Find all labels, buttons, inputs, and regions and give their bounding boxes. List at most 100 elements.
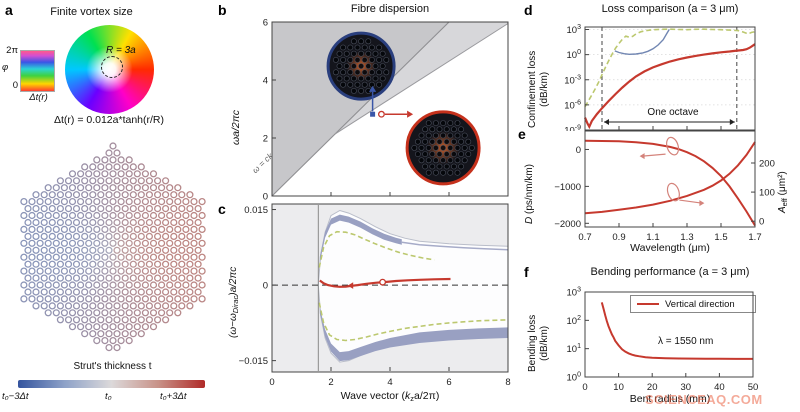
lattice-hole bbox=[52, 253, 60, 261]
watermark: SCIENCEAQ.COM bbox=[645, 392, 763, 407]
svg-text:4: 4 bbox=[263, 76, 268, 87]
lattice-hole bbox=[44, 211, 52, 220]
fibre-hole bbox=[379, 75, 386, 82]
panel-letter-b: b bbox=[218, 2, 227, 18]
lattice-hole bbox=[133, 267, 141, 275]
lattice-hole bbox=[117, 184, 125, 192]
lattice-hole bbox=[93, 156, 101, 164]
fibre-hole bbox=[422, 126, 428, 133]
lattice-hole bbox=[97, 191, 105, 199]
lattice-hole bbox=[149, 184, 158, 192]
fibre-hole bbox=[429, 163, 436, 170]
lattice-hole bbox=[52, 211, 60, 220]
lattice-hole bbox=[113, 260, 121, 268]
lattice-hole bbox=[105, 260, 113, 268]
fibre-hole bbox=[414, 151, 421, 157]
fibre-hole bbox=[343, 75, 350, 82]
lattice-hole bbox=[178, 205, 186, 213]
svg-text:10-3: 10-3 bbox=[564, 74, 581, 86]
lattice-hole bbox=[72, 177, 81, 185]
lattice-hole bbox=[52, 309, 60, 317]
svg-text:10-9: 10-9 bbox=[564, 125, 581, 132]
lattice-hole bbox=[149, 253, 158, 261]
lattice-hole bbox=[198, 239, 206, 247]
lattice-hole bbox=[109, 184, 117, 192]
lattice-hole bbox=[178, 246, 186, 254]
lattice-hole bbox=[162, 191, 170, 199]
lattice-hole bbox=[137, 302, 145, 310]
svg-text:0.7: 0.7 bbox=[578, 232, 591, 243]
axes-box bbox=[584, 26, 756, 131]
lattice-hole bbox=[145, 302, 153, 310]
svg-text:20: 20 bbox=[647, 382, 658, 393]
strut-colorbar-title: Strut's thickness t bbox=[73, 361, 152, 372]
lattice-hole bbox=[190, 197, 198, 206]
lattice-hole bbox=[109, 170, 117, 178]
fibre-hole bbox=[443, 163, 450, 170]
lattice-hole bbox=[85, 267, 93, 275]
lattice-hole bbox=[36, 211, 44, 220]
lattice-hole bbox=[166, 309, 174, 317]
lattice-hole bbox=[48, 232, 56, 241]
lattice-hole bbox=[72, 218, 81, 227]
lattice-hole bbox=[186, 302, 194, 310]
lattice-hole bbox=[52, 197, 60, 206]
lattice-hole bbox=[109, 225, 117, 234]
vortex-core-circle bbox=[101, 56, 123, 78]
lattice-hole bbox=[40, 205, 48, 213]
fibre-hole bbox=[440, 157, 446, 164]
panel-letter-c: c bbox=[218, 201, 226, 217]
lattice-hole bbox=[93, 225, 101, 234]
lattice-hole bbox=[174, 211, 182, 220]
lattice-hole bbox=[198, 295, 206, 303]
lattice-hole bbox=[85, 225, 93, 234]
lattice-hole bbox=[154, 232, 162, 241]
svg-text:30: 30 bbox=[681, 382, 692, 393]
lattice-hole bbox=[174, 253, 182, 261]
lattice-hole bbox=[81, 232, 89, 241]
lattice-hole bbox=[24, 218, 32, 227]
lattice-hole bbox=[77, 211, 85, 220]
lattice-hole bbox=[162, 177, 170, 185]
lattice-hole bbox=[129, 316, 137, 324]
phase-bar-top-label: 2π bbox=[6, 45, 18, 56]
lattice-hole bbox=[137, 177, 145, 185]
lattice-hole bbox=[40, 218, 48, 227]
fibre-hole bbox=[425, 132, 432, 139]
lattice-hole bbox=[36, 295, 44, 303]
lattice-hole bbox=[162, 274, 170, 282]
svg-text:1.1: 1.1 bbox=[646, 232, 659, 243]
lattice-hole bbox=[166, 225, 174, 234]
lattice-hole bbox=[125, 225, 133, 234]
lattice-hole bbox=[109, 323, 117, 331]
svg-text:4: 4 bbox=[387, 377, 392, 388]
lattice-hole bbox=[72, 205, 81, 213]
lattice-hole bbox=[97, 205, 105, 213]
lattice-hole bbox=[64, 302, 73, 310]
lattice-hole bbox=[154, 288, 162, 296]
lattice-hole bbox=[77, 267, 85, 275]
lattice-hole bbox=[129, 274, 137, 282]
lattice-hole bbox=[121, 274, 129, 282]
lattice-hole bbox=[105, 316, 113, 324]
axes-box bbox=[584, 291, 754, 378]
lattice-hole bbox=[125, 295, 133, 303]
fibre-hole bbox=[465, 151, 472, 157]
fibre-hole bbox=[454, 157, 461, 164]
lattice-hole bbox=[154, 274, 162, 282]
svg-text:10: 10 bbox=[613, 382, 624, 393]
lattice-hole bbox=[129, 163, 137, 171]
lattice-hole bbox=[68, 323, 77, 331]
lattice-hole bbox=[68, 309, 77, 317]
lattice-hole bbox=[137, 330, 145, 338]
arrowhead bbox=[639, 153, 645, 160]
lattice-hole bbox=[89, 205, 97, 213]
lattice-hole bbox=[154, 191, 162, 199]
series-vertical-direction bbox=[600, 302, 753, 360]
lattice-hole bbox=[44, 267, 52, 275]
fibre-hole bbox=[465, 138, 472, 145]
lattice-hole bbox=[154, 177, 162, 185]
svg-text:100: 100 bbox=[759, 188, 775, 199]
phase-axis-label: φ bbox=[2, 62, 9, 73]
lattice-hole bbox=[190, 295, 198, 303]
